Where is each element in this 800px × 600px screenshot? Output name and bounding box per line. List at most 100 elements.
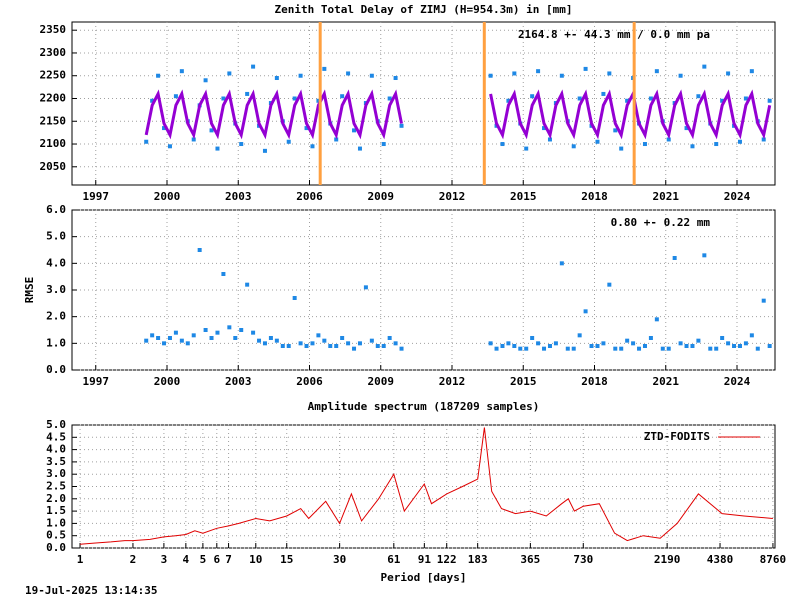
x-tick-label: 4: [183, 553, 190, 566]
data-point: [257, 338, 262, 343]
x-tick-label: 3: [161, 553, 168, 566]
data-point: [352, 128, 357, 133]
data-point: [209, 336, 214, 340]
data-point: [625, 338, 630, 343]
data-point: [577, 96, 582, 101]
data-point: [393, 341, 398, 346]
data-point: [274, 338, 279, 343]
data-point: [173, 94, 178, 99]
data-point: [381, 344, 386, 348]
x-tick-label: 5: [200, 553, 207, 566]
data-point: [215, 330, 220, 335]
x-tick-label: 2190: [654, 553, 681, 566]
data-point: [619, 146, 624, 151]
data-point: [678, 341, 683, 346]
x-tick-label: 2009: [368, 190, 395, 203]
data-point: [310, 144, 315, 149]
x-tick-label: 2015: [510, 375, 537, 388]
data-point: [340, 94, 345, 99]
data-point: [642, 344, 647, 348]
data-point: [352, 346, 357, 351]
data-point: [156, 73, 161, 78]
data-point: [595, 344, 600, 348]
data-point: [334, 344, 339, 348]
x-tick-label: 183: [468, 553, 488, 566]
data-point: [334, 137, 339, 142]
data-point: [589, 344, 594, 348]
data-point: [221, 272, 226, 276]
data-point: [726, 341, 731, 346]
x-tick-label: 2024: [724, 375, 751, 388]
annotation: 0.80 +- 0.22 mm: [611, 216, 711, 229]
data-point: [542, 126, 547, 131]
data-point: [274, 76, 279, 81]
data-point: [357, 341, 362, 346]
x-tick-label: 2021: [653, 190, 680, 203]
data-point: [571, 346, 576, 351]
data-point: [251, 330, 256, 335]
x-tick-label: 2018: [581, 375, 608, 388]
data-point: [583, 309, 588, 314]
x-tick-label: 2018: [581, 190, 608, 203]
data-point: [488, 73, 493, 78]
x-tick-label: 2006: [296, 375, 323, 388]
y-tick-label: 2150: [40, 114, 67, 127]
data-point: [251, 64, 256, 69]
y-tick-label: 0.0: [46, 363, 66, 376]
data-point: [743, 341, 748, 346]
data-point: [346, 71, 351, 76]
y-tick-label: 0.0: [46, 541, 66, 554]
data-point: [221, 96, 226, 101]
y-tick-label: 1.0: [46, 516, 66, 529]
data-point: [684, 126, 689, 131]
y-tick-label: 5.0: [46, 418, 66, 431]
y-tick-label: 2250: [40, 69, 67, 82]
data-point: [702, 64, 707, 69]
data-point: [167, 144, 172, 149]
data-point: [613, 128, 618, 133]
x-tick-label: 730: [573, 553, 593, 566]
data-point: [714, 346, 719, 351]
data-point: [506, 341, 511, 346]
y-tick-label: 2200: [40, 91, 67, 104]
data-point: [737, 139, 742, 144]
y-tick-label: 2100: [40, 137, 67, 150]
data-point: [601, 91, 606, 96]
data-point: [191, 137, 196, 142]
y-tick-label: 4.5: [46, 430, 66, 443]
data-point: [672, 256, 677, 260]
data-point: [637, 346, 642, 351]
data-point: [714, 142, 719, 147]
x-tick-label: 2021: [653, 375, 680, 388]
data-point: [262, 148, 267, 153]
data-point: [500, 344, 505, 348]
data-point: [571, 144, 576, 149]
data-point: [607, 282, 612, 287]
data-point: [648, 96, 653, 101]
data-point: [298, 73, 303, 78]
x-tick-label: 61: [387, 553, 401, 566]
y-tick-label: 3.0: [46, 283, 66, 296]
data-point: [607, 71, 612, 76]
data-point: [262, 341, 267, 346]
data-point: [767, 98, 772, 103]
x-tick-label: 2012: [439, 190, 466, 203]
x-tick-label: 2: [130, 553, 137, 566]
data-point: [239, 328, 244, 332]
data-point: [696, 94, 701, 99]
data-point: [167, 336, 172, 340]
data-point: [387, 96, 392, 101]
x-tick-label: 2024: [724, 190, 751, 203]
data-point: [708, 346, 713, 351]
y-tick-label: 2.0: [46, 492, 66, 505]
data-point: [292, 96, 297, 101]
data-point: [310, 341, 315, 346]
y-tick-label: 6.0: [46, 203, 66, 216]
x-tick-label: 2003: [225, 190, 252, 203]
y-tick-label: 2.5: [46, 480, 66, 493]
y-tick-label: 2050: [40, 160, 67, 173]
data-point: [245, 282, 250, 287]
data-point: [286, 344, 291, 348]
data-point: [518, 346, 523, 351]
data-point: [767, 344, 772, 348]
